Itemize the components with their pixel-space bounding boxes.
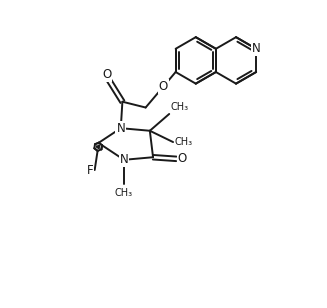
Text: N: N <box>120 153 129 166</box>
Text: O: O <box>102 68 111 81</box>
Text: N: N <box>252 42 261 55</box>
Text: CH₃: CH₃ <box>175 137 193 147</box>
Text: CH₃: CH₃ <box>171 102 189 112</box>
Text: O: O <box>159 80 168 93</box>
Text: CH₃: CH₃ <box>115 188 133 198</box>
Text: N: N <box>116 122 125 135</box>
Text: F: F <box>86 164 93 176</box>
Text: O: O <box>178 152 187 165</box>
